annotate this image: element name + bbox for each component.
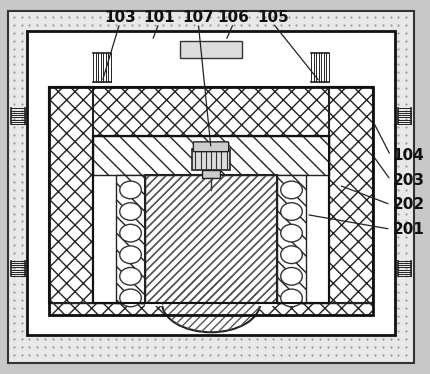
Bar [145, 175, 277, 303]
Bar [202, 170, 220, 178]
Bar [145, 175, 277, 306]
Ellipse shape [162, 273, 260, 332]
Ellipse shape [281, 267, 302, 285]
Ellipse shape [281, 181, 302, 199]
Bar [49, 87, 93, 303]
Text: 201: 201 [393, 222, 424, 237]
Ellipse shape [281, 203, 302, 220]
Ellipse shape [281, 246, 302, 264]
Bar [28, 31, 395, 335]
Bar [93, 136, 329, 303]
Ellipse shape [281, 224, 302, 242]
Bar [329, 87, 373, 303]
Bar [116, 175, 145, 303]
Bar [192, 149, 230, 170]
Bar [49, 87, 373, 315]
Bar [145, 175, 277, 303]
Text: 105: 105 [257, 10, 289, 25]
Text: 202: 202 [393, 197, 425, 212]
Bar [49, 87, 373, 136]
Text: 101: 101 [143, 10, 175, 25]
Bar [277, 175, 306, 303]
Text: 107: 107 [182, 10, 214, 25]
Bar [180, 41, 243, 58]
Ellipse shape [120, 246, 141, 264]
Ellipse shape [120, 289, 141, 307]
Ellipse shape [120, 203, 141, 220]
Text: 106: 106 [218, 10, 249, 25]
Bar [145, 175, 277, 303]
Bar [145, 175, 277, 303]
Bar [93, 136, 329, 175]
Ellipse shape [120, 267, 141, 285]
Ellipse shape [120, 181, 141, 199]
Text: 104: 104 [393, 148, 424, 163]
Ellipse shape [120, 224, 141, 242]
Bar [93, 136, 329, 303]
Bar [49, 303, 373, 315]
Ellipse shape [281, 289, 302, 307]
FancyBboxPatch shape [194, 142, 229, 152]
Text: 103: 103 [104, 10, 135, 25]
Text: 203: 203 [393, 173, 424, 188]
